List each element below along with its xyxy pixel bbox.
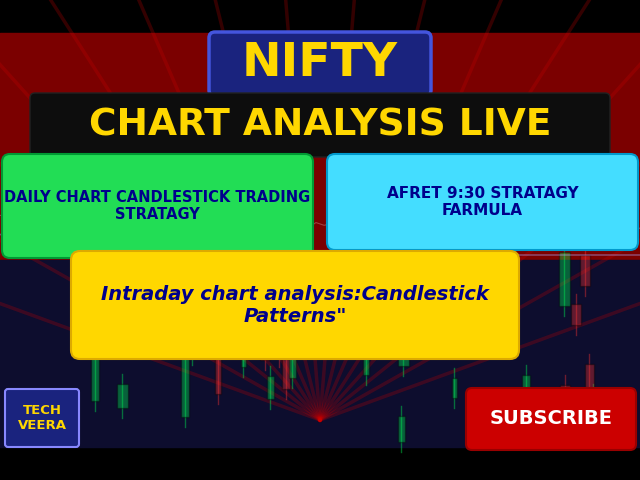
Text: DAILY CHART CANDLESTICK TRADING
STRATAGY: DAILY CHART CANDLESTICK TRADING STRATAGY	[4, 190, 310, 222]
FancyBboxPatch shape	[295, 284, 306, 347]
Text: Intraday chart analysis:Candlestick
Patterns": Intraday chart analysis:Candlestick Patt…	[101, 285, 489, 325]
FancyBboxPatch shape	[494, 275, 503, 336]
FancyBboxPatch shape	[289, 341, 296, 378]
FancyBboxPatch shape	[262, 229, 272, 298]
FancyBboxPatch shape	[188, 319, 197, 355]
FancyBboxPatch shape	[500, 267, 508, 305]
FancyBboxPatch shape	[327, 154, 638, 250]
FancyBboxPatch shape	[559, 252, 570, 306]
FancyBboxPatch shape	[571, 304, 581, 325]
FancyBboxPatch shape	[422, 278, 429, 312]
FancyBboxPatch shape	[502, 275, 508, 342]
FancyBboxPatch shape	[2, 154, 313, 258]
FancyBboxPatch shape	[267, 376, 274, 399]
FancyBboxPatch shape	[215, 354, 221, 394]
FancyBboxPatch shape	[282, 359, 290, 389]
Text: AFRET 9:30 STRATAGY
FARMULA: AFRET 9:30 STRATAGY FARMULA	[387, 186, 579, 218]
FancyBboxPatch shape	[560, 385, 570, 403]
FancyBboxPatch shape	[5, 389, 79, 447]
FancyBboxPatch shape	[493, 405, 499, 425]
FancyBboxPatch shape	[71, 251, 519, 359]
FancyBboxPatch shape	[253, 294, 262, 321]
FancyBboxPatch shape	[30, 93, 610, 157]
FancyBboxPatch shape	[522, 375, 530, 423]
FancyBboxPatch shape	[91, 348, 99, 401]
FancyBboxPatch shape	[363, 333, 369, 375]
FancyBboxPatch shape	[209, 32, 431, 96]
Text: SUBSCRIBE: SUBSCRIBE	[490, 409, 612, 429]
Text: CHART ANALYSIS LIVE: CHART ANALYSIS LIVE	[89, 107, 551, 143]
FancyBboxPatch shape	[91, 226, 100, 284]
FancyBboxPatch shape	[295, 287, 301, 325]
FancyBboxPatch shape	[580, 255, 590, 286]
FancyBboxPatch shape	[398, 416, 405, 442]
FancyBboxPatch shape	[117, 384, 128, 408]
FancyBboxPatch shape	[482, 240, 488, 300]
FancyBboxPatch shape	[585, 364, 594, 395]
FancyBboxPatch shape	[398, 348, 409, 366]
FancyBboxPatch shape	[323, 269, 332, 307]
FancyBboxPatch shape	[466, 388, 636, 450]
FancyBboxPatch shape	[590, 394, 596, 419]
FancyBboxPatch shape	[260, 345, 270, 360]
FancyBboxPatch shape	[452, 378, 457, 398]
Text: NIFTY: NIFTY	[242, 41, 398, 86]
FancyBboxPatch shape	[241, 346, 246, 367]
FancyBboxPatch shape	[356, 262, 361, 300]
Text: TECH
VEERA: TECH VEERA	[17, 404, 67, 432]
FancyBboxPatch shape	[276, 299, 282, 357]
FancyBboxPatch shape	[181, 348, 189, 417]
